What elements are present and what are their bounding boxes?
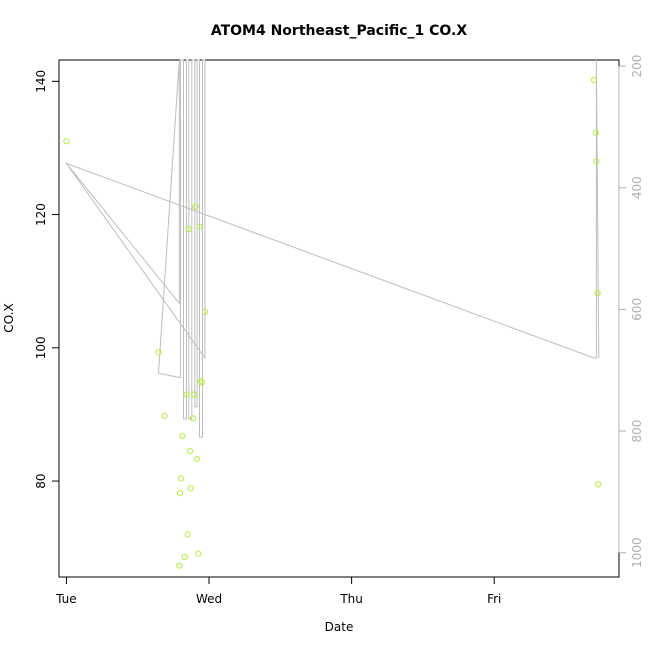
data-point	[194, 456, 201, 463]
data-point	[176, 490, 183, 497]
y-axis-label: CO.X	[2, 303, 16, 332]
data-point	[179, 432, 186, 439]
y-tick-label: 100	[34, 336, 48, 359]
data-point	[176, 562, 183, 569]
plot-frame	[58, 59, 620, 578]
data-point	[201, 308, 208, 315]
data-point	[592, 129, 599, 136]
y2-tick-label: 400	[630, 176, 644, 199]
x-tick-label: Tue	[55, 592, 77, 606]
data-point	[595, 481, 602, 488]
x-tick-label: Thu	[339, 592, 363, 606]
x-tick-label: Fri	[487, 592, 501, 606]
y2-tick-label: 800	[630, 420, 644, 443]
data-point	[594, 290, 601, 297]
data-point	[198, 379, 205, 386]
x-axis: Tue Wed Thu Fri	[55, 576, 501, 606]
y2-axis: 200 400 600 800 1000	[618, 55, 644, 568]
data-point	[590, 76, 598, 84]
y-tick-label: 140	[34, 70, 48, 93]
data-point	[191, 391, 198, 398]
series-line	[65, 59, 600, 438]
data-point	[186, 448, 194, 455]
x-axis-label: Date	[325, 620, 354, 634]
y-axis: 80 100 120 140	[34, 70, 60, 489]
data-point	[181, 553, 188, 561]
data-point	[178, 475, 185, 482]
y2-tick-label: 1000	[630, 537, 644, 568]
data-point	[161, 412, 168, 419]
x-tick-label: Wed	[196, 592, 222, 606]
data-point	[196, 223, 203, 230]
data-point	[185, 226, 192, 233]
data-point	[187, 485, 194, 492]
data-point	[593, 158, 600, 165]
data-point	[192, 203, 199, 210]
chart-title: ATOM4 Northeast_Pacific_1 CO.X	[211, 23, 468, 39]
data-point	[189, 415, 197, 422]
data-point	[63, 138, 70, 145]
data-point	[195, 550, 202, 557]
y2-tick-label: 600	[630, 298, 644, 321]
data-point	[197, 378, 204, 385]
data-point	[183, 391, 190, 398]
data-point	[184, 531, 191, 538]
data-point	[155, 349, 162, 356]
y-tick-label: 120	[34, 203, 48, 226]
y2-tick-label: 200	[630, 55, 644, 78]
plot-series	[63, 59, 602, 569]
y-tick-label: 80	[34, 473, 48, 488]
